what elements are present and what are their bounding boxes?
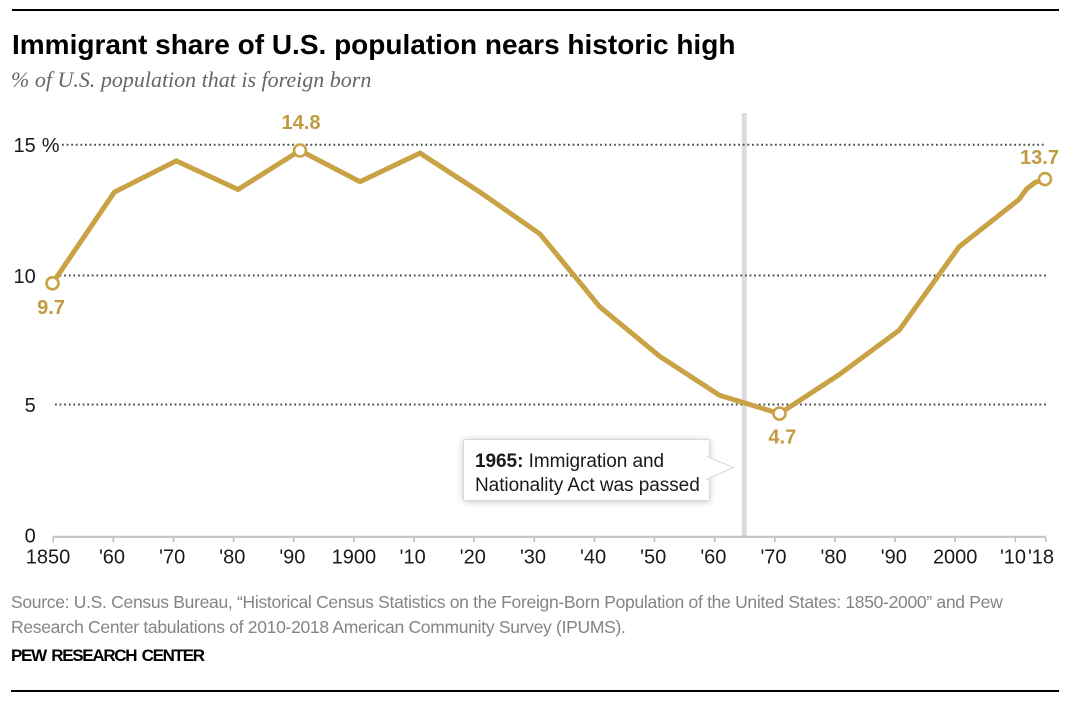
svg-text:15: 15 [14, 135, 36, 157]
svg-text:'80: '80 [821, 547, 847, 569]
svg-text:2000: 2000 [933, 547, 978, 569]
svg-text:'90: '90 [881, 547, 907, 569]
svg-text:'50: '50 [640, 547, 666, 569]
svg-text:'30: '30 [520, 547, 546, 569]
svg-text:'70: '70 [760, 547, 786, 569]
svg-text:1900: 1900 [332, 547, 377, 569]
svg-text:13.7: 13.7 [1020, 147, 1059, 169]
svg-text:'10: '10 [1000, 547, 1026, 569]
svg-text:10: 10 [14, 266, 36, 288]
svg-text:'70: '70 [159, 547, 185, 569]
svg-text:0: 0 [25, 526, 36, 548]
svg-text:'60: '60 [700, 547, 726, 569]
svg-text:'40: '40 [580, 547, 606, 569]
svg-text:'10: '10 [400, 547, 426, 569]
svg-text:'80: '80 [219, 547, 245, 569]
svg-text:'90: '90 [279, 547, 305, 569]
svg-text:'20: '20 [460, 547, 486, 569]
svg-text:4.7: 4.7 [768, 427, 796, 449]
svg-text:1850: 1850 [26, 547, 71, 569]
svg-text:9.7: 9.7 [37, 297, 65, 319]
svg-text:%: % [42, 135, 60, 157]
svg-text:'18: '18 [1028, 547, 1054, 569]
svg-text:14.8: 14.8 [282, 112, 321, 134]
svg-text:5: 5 [25, 395, 36, 417]
svg-text:'60: '60 [99, 547, 125, 569]
